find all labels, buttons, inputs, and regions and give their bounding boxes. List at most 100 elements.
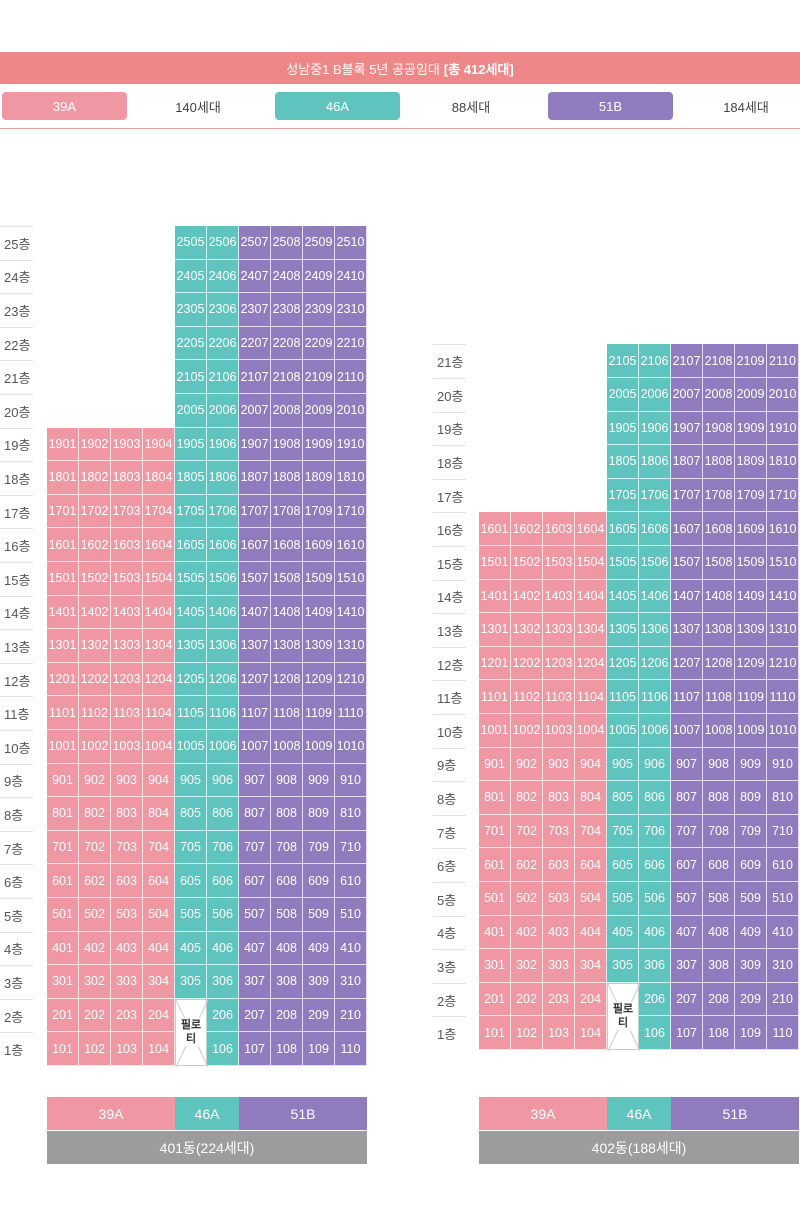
unit-cell: 508 — [271, 898, 303, 932]
unit-cell: 1008 — [271, 730, 303, 764]
unit-cell: 1810 — [335, 461, 367, 495]
unit-cell: 2209 — [303, 326, 335, 361]
unit-cell: 1108 — [271, 696, 303, 730]
unit-cell: 1205 — [175, 662, 207, 697]
unit-cell: 2010 — [767, 378, 799, 412]
unit-cell: 603 — [111, 864, 143, 898]
unit-cell: 808 — [703, 781, 735, 815]
unit-cell: 1807 — [671, 445, 703, 479]
unit-cell: 202 — [79, 998, 111, 1033]
unit-cell: 407 — [239, 931, 271, 966]
unit-cell: 1005 — [607, 714, 639, 748]
floor-label: 17층 — [433, 478, 466, 513]
unit-cell: 206 — [207, 998, 239, 1033]
unit-cell: 401 — [479, 915, 511, 950]
unit-cell: 2308 — [271, 293, 303, 327]
unit-cell: 1309 — [303, 629, 335, 663]
unit-cell: 1709 — [303, 494, 335, 529]
unit-cell: 2406 — [207, 259, 239, 294]
unit-cell: 1907 — [671, 411, 703, 446]
unit-cell: 1210 — [767, 646, 799, 681]
unit-cell: 1102 — [511, 680, 543, 714]
unit-cell: 1904 — [143, 427, 175, 462]
unit-cell: 1707 — [671, 478, 703, 513]
type-strip-39a: 39A — [479, 1097, 607, 1130]
unit-cell: 1704 — [143, 494, 175, 529]
unit-cell: 1201 — [47, 662, 79, 697]
unit-cell: 1001 — [479, 714, 511, 748]
unit-cell: 1709 — [735, 478, 767, 513]
floor-label: 20층 — [0, 394, 33, 428]
unit-cell: 1403 — [543, 579, 575, 614]
unit-cell: 604 — [575, 848, 607, 882]
unit-cell: 1307 — [671, 613, 703, 647]
unit-cell: 208 — [271, 998, 303, 1033]
unit-cell: 908 — [271, 763, 303, 798]
floor-label: 9층 — [433, 747, 466, 782]
unit-cell: 1407 — [671, 579, 703, 614]
unit-cell: 2205 — [175, 326, 207, 361]
unit-cell: 102 — [79, 1032, 111, 1066]
floor-label: 13층 — [433, 613, 466, 647]
unit-cell: 1508 — [271, 562, 303, 596]
unit-cell: 103 — [111, 1032, 143, 1066]
unit-cell: 806 — [207, 797, 239, 831]
type-strip-46a: 46A — [607, 1097, 671, 1130]
unit-cell: 310 — [335, 965, 367, 999]
unit-cell: 2505 — [175, 226, 207, 260]
unit-cell: 1508 — [703, 546, 735, 580]
unit-cell: 1405 — [175, 595, 207, 630]
unit-cell: 1803 — [111, 461, 143, 495]
unit-cell: 707 — [239, 830, 271, 865]
floor-label: 12층 — [0, 662, 33, 697]
unit-cell: 408 — [271, 931, 303, 966]
unit-cell: 603 — [543, 848, 575, 882]
unit-cell: 2005 — [175, 394, 207, 428]
unit-cell: 703 — [111, 830, 143, 865]
unit-cell: 1908 — [703, 411, 735, 446]
unit-cell: 1805 — [175, 461, 207, 495]
unit-cell: 708 — [271, 830, 303, 865]
unit-cell: 703 — [543, 814, 575, 849]
unit-cell: 1602 — [511, 512, 543, 546]
unit-cell: 702 — [511, 814, 543, 849]
unit-cell: 507 — [239, 898, 271, 932]
unit-cell: 503 — [111, 898, 143, 932]
floor-label: 21층 — [433, 344, 466, 378]
unit-cell: 809 — [735, 781, 767, 815]
unit-cell: 1503 — [111, 562, 143, 596]
type-strip-51b: 51B — [671, 1097, 799, 1130]
unit-cell: 303 — [111, 965, 143, 999]
floor-label: 19층 — [0, 427, 33, 462]
unit-cell: 810 — [767, 781, 799, 815]
unit-cell: 1603 — [111, 528, 143, 562]
unit-cell: 2008 — [703, 378, 735, 412]
unit-cell: 110 — [335, 1032, 367, 1066]
unit-cell: 607 — [239, 864, 271, 898]
unit-cell: 210 — [335, 998, 367, 1033]
unit-cell: 2410 — [335, 259, 367, 294]
unit-cell: 207 — [671, 982, 703, 1017]
unit-cell: 605 — [175, 864, 207, 898]
floor-label: 1층 — [0, 1032, 33, 1066]
unit-cell: 1506 — [639, 546, 671, 580]
unit-cell: 1004 — [575, 714, 607, 748]
unit-cell: 904 — [143, 763, 175, 798]
unit-cell: 807 — [671, 781, 703, 815]
unit-cell: 503 — [543, 882, 575, 916]
unit-cell: 708 — [703, 814, 735, 849]
unit-cell: 407 — [671, 915, 703, 950]
floor-label: 13층 — [0, 629, 33, 663]
unit-cell: 601 — [479, 848, 511, 882]
unit-cell: 502 — [79, 898, 111, 932]
floor-label: 11층 — [0, 696, 33, 730]
floor-label: 16층 — [0, 528, 33, 562]
unit-cell: 301 — [47, 965, 79, 999]
unit-cell: 207 — [239, 998, 271, 1033]
unit-cell: 1210 — [335, 662, 367, 697]
unit-cell: 106 — [207, 1032, 239, 1066]
unit-cell: 802 — [511, 781, 543, 815]
unit-cell: 1601 — [479, 512, 511, 546]
unit-cell: 1604 — [575, 512, 607, 546]
unit-cell: 403 — [111, 931, 143, 966]
